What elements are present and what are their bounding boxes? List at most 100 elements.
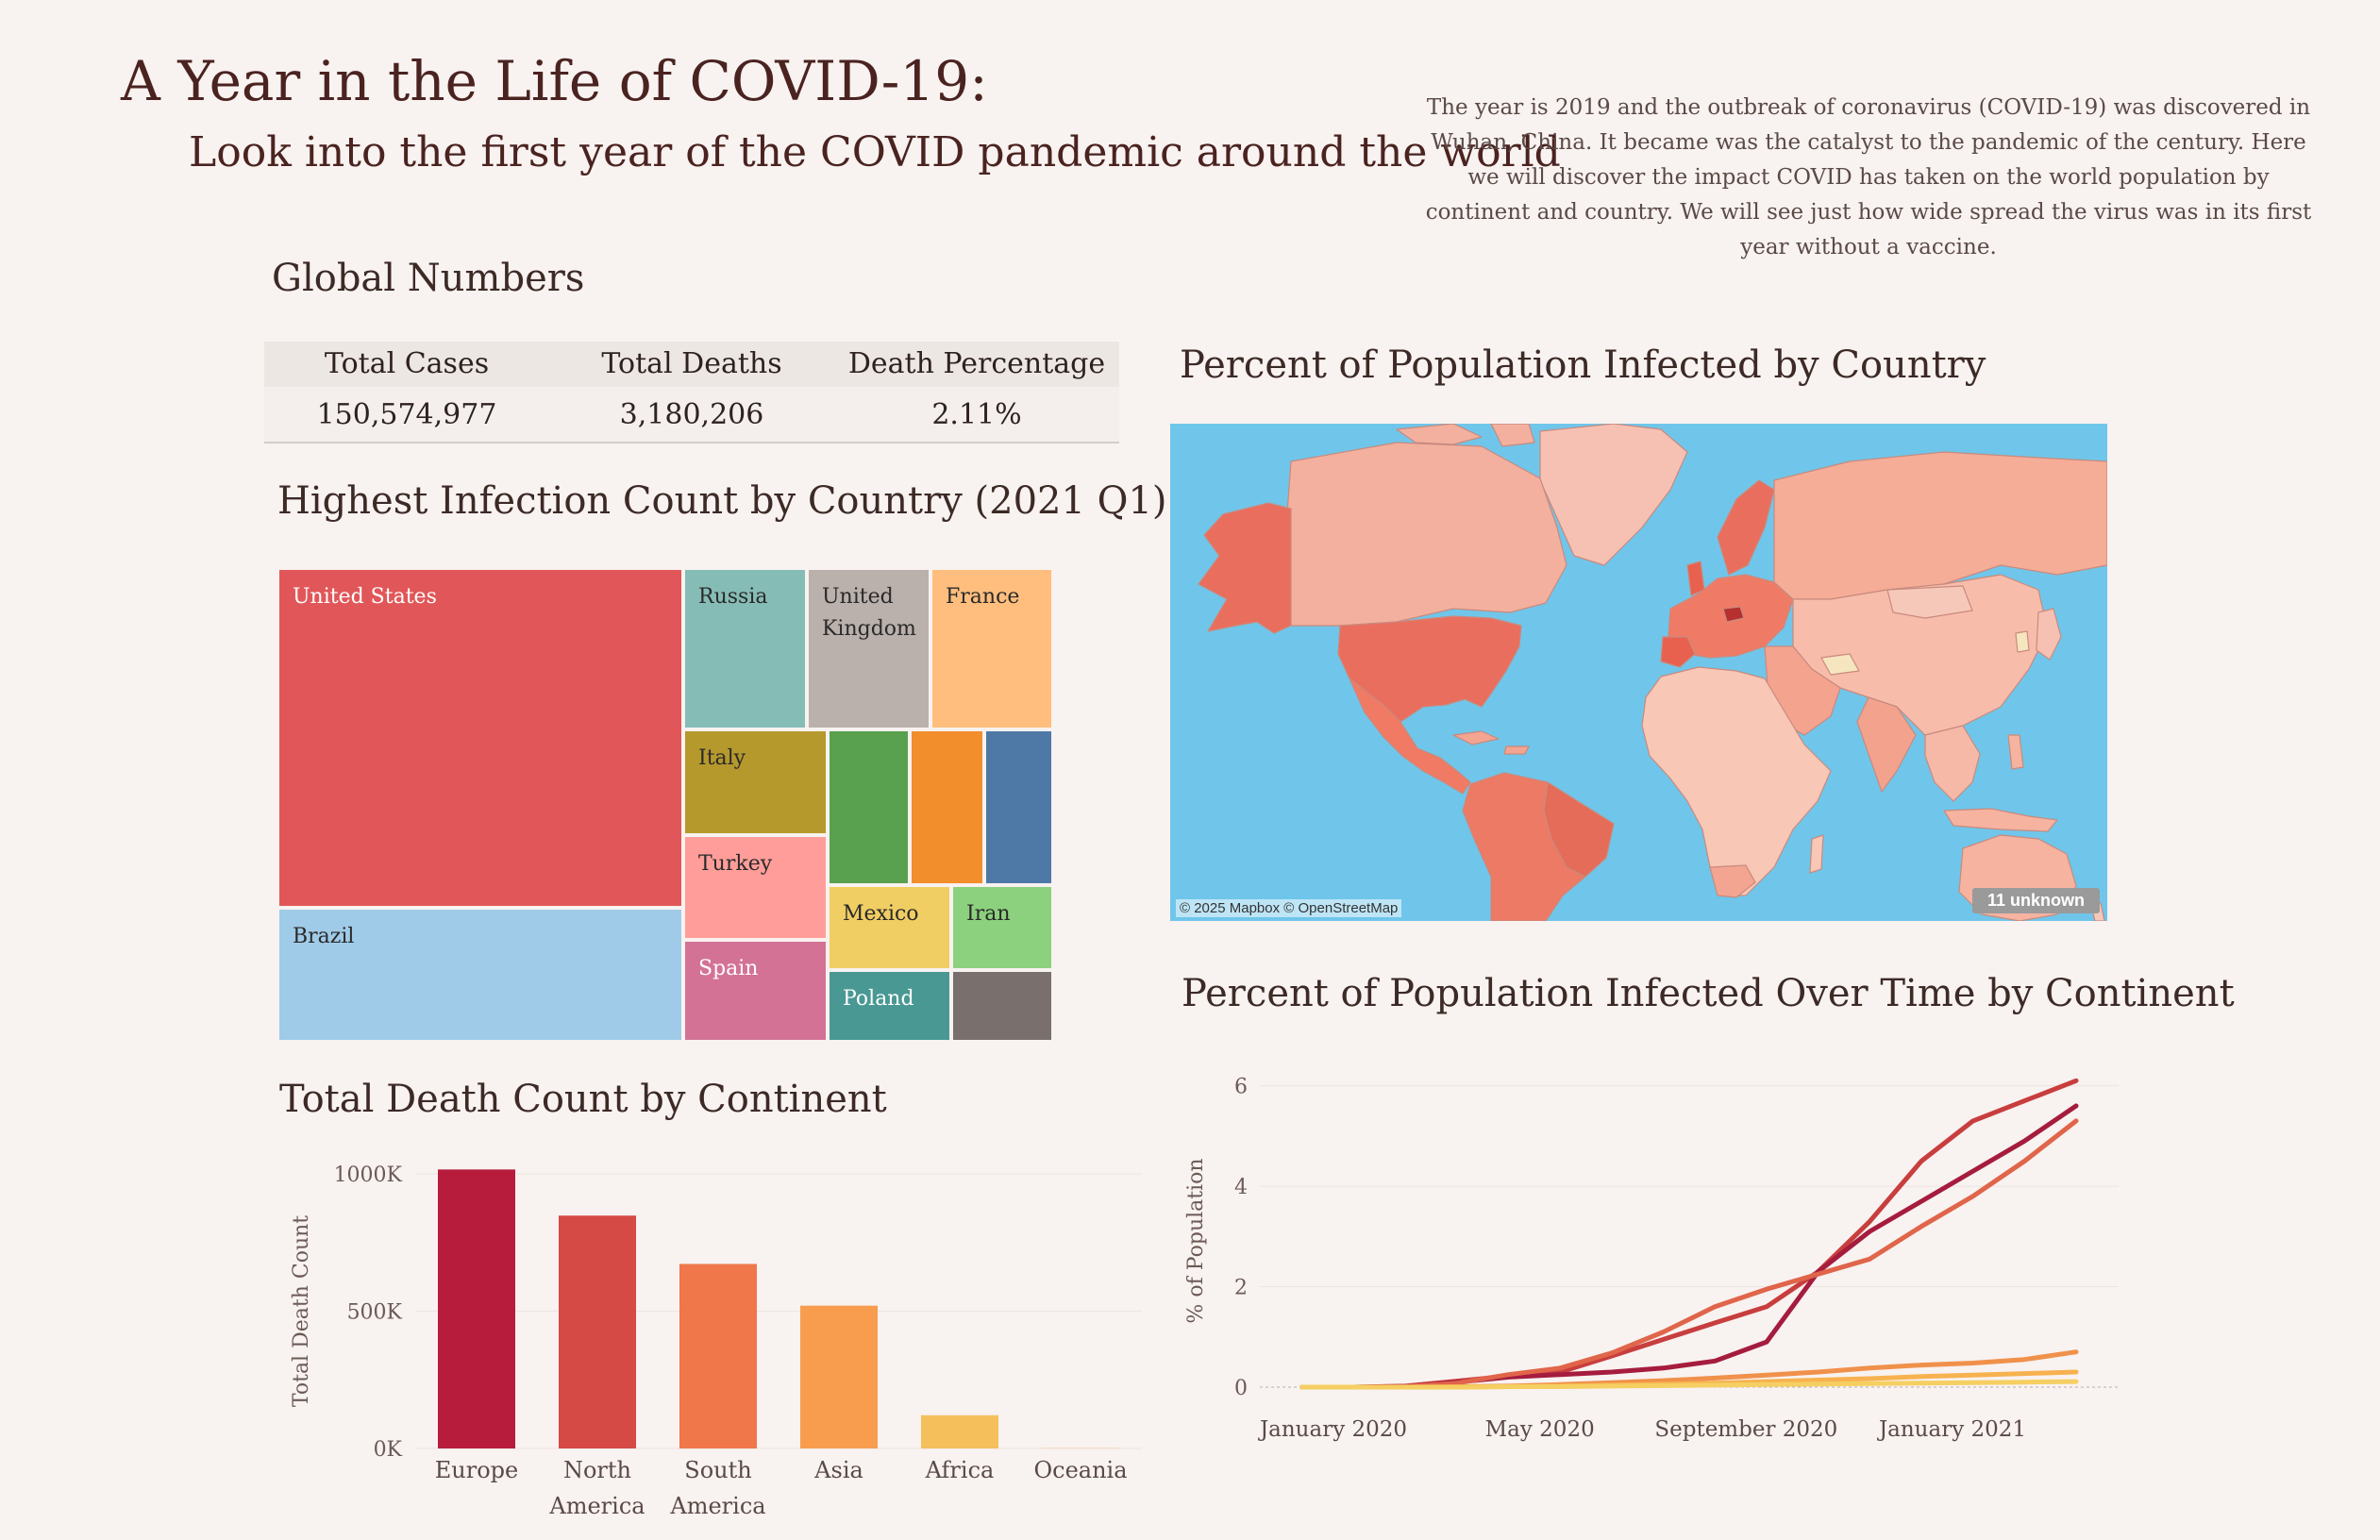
line-y-tick-label: 0 — [1234, 1377, 1248, 1400]
indonesia-shape — [1943, 808, 2058, 832]
bar-category-label: Oceania — [1033, 1457, 1127, 1483]
philippines-shape — [2007, 734, 2024, 770]
global-numbers-table: Total Cases Total Deaths Death Percentag… — [264, 342, 1119, 444]
bar-category-label: America — [548, 1493, 645, 1519]
treemap-label: Brazil — [293, 925, 355, 948]
death-count-bar-chart: 0K 500K 1000K Total Death Count Europe North A… — [290, 1163, 1142, 1519]
iberia-shape — [1660, 636, 1696, 668]
russia-shape — [1773, 451, 2107, 600]
treemap-cell-italy[interactable]: Italy — [683, 729, 828, 835]
treemap-cell-united-states[interactable]: United States — [277, 568, 683, 908]
infection-line-chart: 0 2 4 6 % of Population January 2020 May 2020 S… — [1184, 1076, 2119, 1442]
kpi-value-row — [264, 387, 1119, 444]
death-percentage-header: Death Percentage — [847, 347, 1106, 380]
treemap-label: Poland — [843, 987, 914, 1011]
treemap-cell-united-kingdom[interactable]: United Kingdom — [807, 568, 930, 729]
line-y-tick-label: 4 — [1234, 1176, 1248, 1199]
line-y-axis-label: % of Population — [1184, 1158, 1208, 1323]
bar-y-axis-label: Total Death Count — [290, 1215, 313, 1407]
total-cases-value[interactable]: 150,574,977 — [316, 398, 497, 431]
world-map[interactable]: © 2025 Mapbox © OpenStreetMap 11 unknown — [1170, 424, 2107, 921]
bar-africa[interactable] — [921, 1414, 998, 1448]
line-x-tick-label: May 2020 — [1485, 1417, 1595, 1442]
bar-category-label: South — [684, 1457, 751, 1483]
map-attribution[interactable]: © 2025 Mapbox © OpenStreetMap — [1176, 899, 1402, 917]
treemap-cell-france[interactable]: France — [930, 568, 1053, 729]
india-shape — [1856, 696, 1917, 793]
treemap-label: Mexico — [843, 902, 919, 926]
bar-category-label: Europe — [435, 1457, 518, 1483]
bar-asia[interactable] — [800, 1305, 878, 1448]
treemap-cell-turkey[interactable]: Turkey — [683, 835, 828, 940]
bar-south-america[interactable] — [679, 1264, 757, 1448]
treemap-cell-unlabeled-14[interactable] — [951, 970, 1053, 1042]
caribbean-shape — [1452, 730, 1530, 755]
global-numbers-title: Global Numbers — [272, 257, 585, 300]
treemap-cell-russia[interactable]: Russia — [683, 568, 807, 729]
treemap-label: United States — [293, 585, 437, 609]
intro-text: The year is 2019 and the outbreak of cor… — [1425, 95, 2312, 259]
treemap-label: Turkey — [698, 852, 773, 876]
death-percentage-value[interactable]: 2.11% — [931, 398, 1022, 431]
treemap-label: Spain — [698, 957, 759, 980]
treemap-title: Highest Infection Count by Country (2021… — [277, 479, 1167, 523]
kpi-header-row — [264, 342, 1119, 387]
treemap-label: Russia — [698, 585, 768, 609]
page-title: A Year in the Life of COVID-19: — [121, 49, 988, 113]
treemap-cell-unlabeled-6[interactable] — [828, 729, 910, 885]
treemap-label: Iran — [966, 902, 1011, 926]
page-subtitle: Look into the first year of the COVID pa… — [189, 128, 1561, 176]
line-x-tick-label: September 2020 — [1654, 1417, 1837, 1442]
bar-category-label: Africa — [925, 1457, 995, 1483]
bar-category-label: America — [669, 1493, 765, 1519]
south-africa-shape — [1709, 864, 1756, 898]
total-deaths-header: Total Deaths — [601, 347, 782, 380]
total-cases-header: Total Cases — [324, 347, 490, 380]
map-title: Percent of Population Infected by Countr… — [1180, 343, 1986, 387]
treemap-cell-unlabeled-7[interactable] — [910, 729, 984, 885]
treemap-label: France — [946, 585, 1020, 609]
line-series-6[interactable] — [1299, 1379, 2079, 1390]
treemap-cell-poland[interactable]: Poland — [828, 970, 951, 1042]
bar-chart-title: Total Death Count by Continent — [279, 1078, 887, 1121]
treemap-cell-spain[interactable]: Spain — [683, 940, 828, 1042]
world-map-svg — [1198, 424, 2107, 921]
arctic-islands-shape — [1396, 424, 1535, 447]
line-x-tick-label: January 2021 — [1877, 1417, 2026, 1442]
treemap-label: Italy — [698, 746, 746, 770]
line-x-tick-label: January 2020 — [1258, 1417, 1407, 1442]
czechia-shape — [1722, 606, 1745, 623]
bar-y-tick-label: 1000K — [334, 1163, 403, 1187]
treemap-cell-brazil[interactable]: Brazil — [277, 908, 683, 1042]
africa-shape — [1641, 666, 1832, 896]
south-america-east-shape — [1543, 781, 1615, 878]
line-series-2[interactable] — [1299, 1103, 2079, 1390]
kazakh-shape — [1820, 653, 1860, 676]
se-asia-shape — [1924, 725, 1981, 802]
greenland-shape — [1539, 424, 1688, 566]
treemap-cell-unlabeled-8[interactable] — [984, 729, 1053, 885]
treemap-label: United Kingdom — [822, 585, 916, 641]
bar-y-tick-label: 500K — [347, 1301, 403, 1325]
madagascar-shape — [1809, 834, 1824, 874]
mexico-shape — [1349, 678, 1471, 795]
total-deaths-value[interactable]: 3,180,206 — [619, 398, 764, 431]
unknown-badge[interactable]: 11 unknown — [1971, 888, 2100, 913]
bar-north-america[interactable] — [559, 1215, 636, 1448]
bar-y-tick-label: 0K — [374, 1438, 403, 1462]
treemap-cell-iran[interactable]: Iran — [951, 885, 1053, 970]
treemap-cell-mexico[interactable]: Mexico — [828, 885, 951, 970]
korea-shape — [2015, 630, 2030, 653]
uk-shape — [1686, 561, 1705, 596]
line-chart-title: Percent of Population Infected Over Time… — [1182, 972, 2235, 1015]
mongolia-shape — [1886, 585, 1973, 619]
bar-category-label: Asia — [813, 1457, 863, 1483]
line-y-tick-label: 6 — [1234, 1076, 1248, 1099]
infection-treemap: United States Brazil Russia United Kingdom F… — [277, 568, 1053, 1042]
japan-shape — [2036, 608, 2062, 661]
bar-europe[interactable] — [438, 1169, 515, 1448]
line-series-1[interactable] — [1299, 1078, 2079, 1390]
line-series-3[interactable] — [1299, 1118, 2079, 1390]
line-y-tick-label: 2 — [1234, 1277, 1248, 1300]
bar-category-label: North — [563, 1457, 631, 1483]
